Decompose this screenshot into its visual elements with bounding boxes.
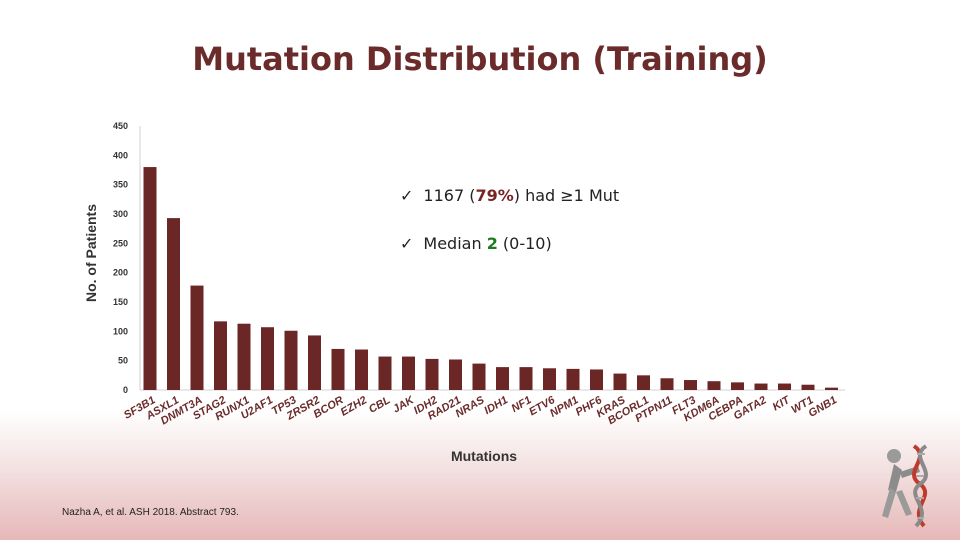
bar-gata2 <box>754 383 768 390</box>
x-tick-label: KIT <box>771 394 793 414</box>
bar-u2af1 <box>261 327 274 390</box>
y-tick-label: 250 <box>113 238 128 248</box>
y-tick-label: 50 <box>118 356 128 366</box>
bar-bcor <box>331 348 345 390</box>
y-tick-label: 350 <box>113 180 128 190</box>
slide-title: Mutation Distribution (Training) <box>192 40 768 78</box>
bar-rad21 <box>449 359 462 390</box>
highlight-percentage: 79% <box>475 186 514 205</box>
bar-asxl1 <box>167 218 180 390</box>
bullet-mutation-rate: ✓ 1167 (79%) had ≥1 Mut <box>400 186 620 205</box>
y-axis-label: No. of Patients <box>83 204 99 302</box>
bar-gnb1 <box>825 387 838 390</box>
bar-ptpn11 <box>660 378 674 390</box>
x-tick-label: EZH2 <box>339 394 369 418</box>
bar-sf3b1 <box>143 167 157 390</box>
bar-kit <box>778 383 791 390</box>
bar-cebpa <box>731 382 744 390</box>
bar-phf6 <box>590 369 603 390</box>
bar-kdm6a <box>707 381 721 390</box>
x-tick-label: CBL <box>367 394 393 416</box>
bar-nras <box>472 363 486 390</box>
citation: Nazha A, et al. ASH 2018. Abstract 793. <box>62 507 239 518</box>
dna-helix-icon <box>882 444 928 528</box>
y-tick-label: 450 <box>113 121 128 131</box>
bar-idh2 <box>425 358 439 390</box>
bar-flt3 <box>684 380 697 390</box>
bar-dnmt3a <box>190 285 204 390</box>
bar-bcorl1 <box>637 375 650 390</box>
y-tick-label: 200 <box>113 268 128 278</box>
bar-ezh2 <box>355 349 368 390</box>
bar-runx1 <box>237 323 251 390</box>
bar-nf1 <box>519 367 533 390</box>
bar-npm1 <box>566 368 580 390</box>
bar-zrsr2 <box>308 335 321 390</box>
y-tick-label: 150 <box>113 297 128 307</box>
y-tick-label: 300 <box>113 209 128 219</box>
bullet-median: ✓ Median 2 (0-10) <box>400 234 552 253</box>
check-icon: ✓ <box>400 234 414 253</box>
bar-tp53 <box>284 330 298 390</box>
x-tick-label: JAK <box>391 394 417 416</box>
highlight-median: 2 <box>486 234 498 253</box>
bar-kras <box>613 373 627 390</box>
bar-idh1 <box>496 367 509 390</box>
check-icon: ✓ <box>400 186 414 205</box>
bar-wt1 <box>801 384 815 390</box>
x-tick-label: IDH1 <box>482 394 510 417</box>
y-tick-label: 0 <box>123 385 128 395</box>
x-axis-label: Mutations <box>451 448 517 464</box>
bar-cbl <box>378 356 392 390</box>
bar-jak <box>402 356 415 390</box>
bar-etv6 <box>543 368 556 390</box>
bar-stag2 <box>214 321 227 390</box>
y-tick-label: 100 <box>113 326 128 336</box>
y-tick-label: 400 <box>113 150 128 160</box>
